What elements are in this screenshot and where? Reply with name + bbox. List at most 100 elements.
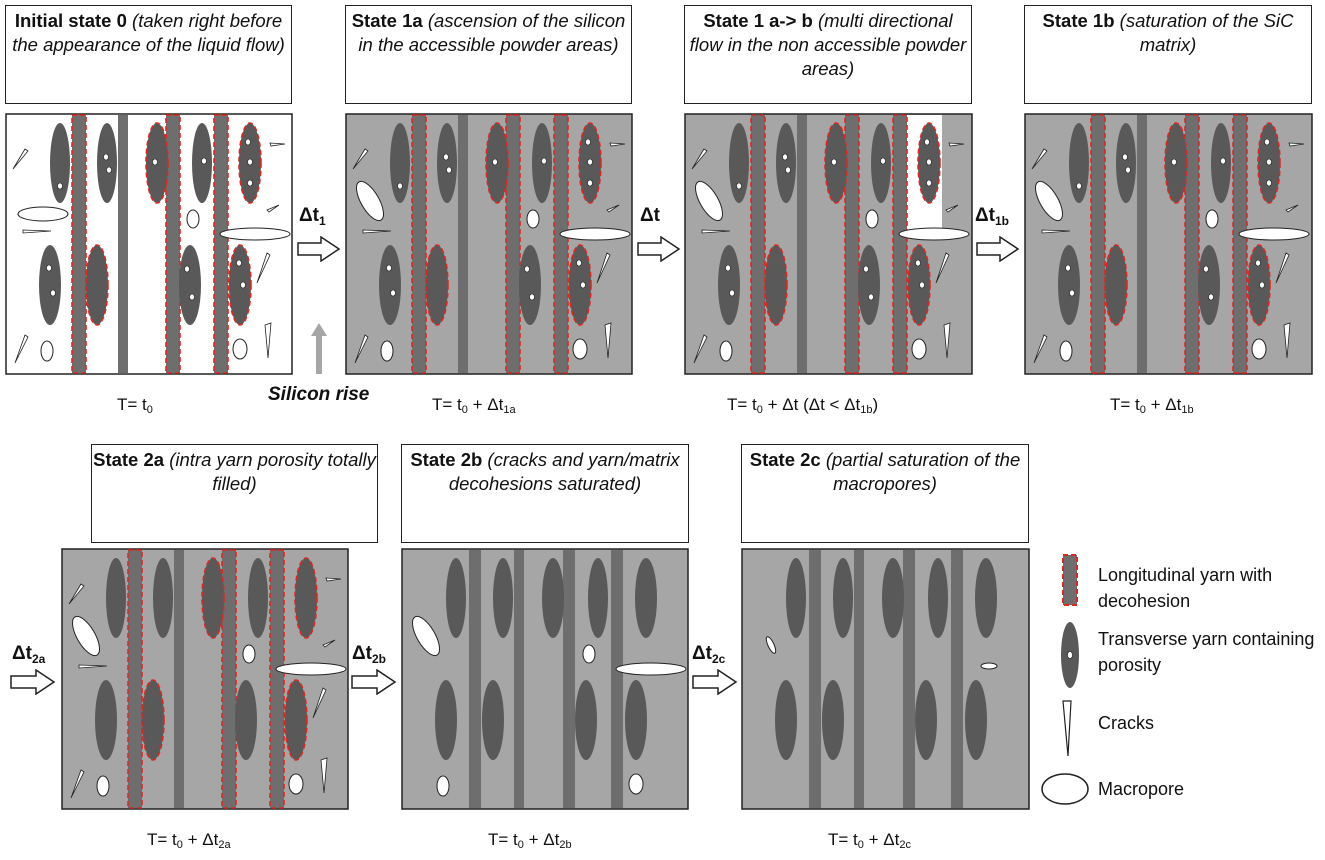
intra-yarn-pore	[236, 259, 242, 267]
transverse-yarn	[928, 558, 948, 638]
macropore	[980, 662, 998, 670]
crack	[945, 204, 959, 213]
right-arrow-icon	[10, 669, 56, 695]
transverse-yarn	[625, 680, 647, 760]
transverse-yarn	[718, 245, 740, 325]
crack	[256, 252, 271, 284]
macropore	[1205, 209, 1219, 229]
transverse-yarn	[85, 244, 109, 326]
arrow-label-dt1b: Δt1b	[975, 205, 1009, 228]
macropore	[40, 340, 54, 362]
intra-yarn-pore	[1076, 182, 1082, 190]
transverse-yarn	[965, 680, 987, 760]
transverse-yarn	[1247, 244, 1271, 326]
crack	[948, 142, 965, 147]
intra-yarn-pore	[926, 158, 932, 166]
legend-label-longitudinal: Longitudinal yarn with decohesion	[1098, 565, 1273, 611]
macropore	[1059, 340, 1073, 362]
longitudinal-yarn-decohesion	[1184, 114, 1200, 374]
intra-yarn-pore	[1122, 153, 1128, 161]
crack	[691, 148, 708, 170]
state-heading: State 2c	[749, 449, 821, 470]
macropore	[526, 209, 540, 229]
panel-state-1ab	[684, 113, 973, 375]
longitudinal-yarn-decohesion	[165, 114, 181, 374]
intra-yarn-pore	[103, 153, 109, 161]
transverse-yarn	[822, 680, 844, 760]
state-desc: (cracks and yarn/matrix decohesions satu…	[448, 449, 680, 494]
legend-label-cracks: Cracks	[1098, 713, 1155, 733]
crack-icon	[1062, 700, 1072, 757]
longitudinal-yarn-decohesion	[844, 114, 860, 374]
up-arrow-icon	[311, 323, 327, 374]
longitudinal-yarn	[563, 550, 575, 808]
intra-yarn-pore	[1264, 138, 1270, 146]
intra-yarn-pore	[1220, 157, 1226, 165]
longitudinal-yarn-decohesion	[1090, 114, 1106, 374]
longitudinal-yarn	[174, 550, 184, 808]
transverse-yarn	[729, 123, 749, 203]
intra-yarn-pore	[245, 138, 251, 146]
crack	[322, 639, 336, 648]
transverse-yarn	[858, 245, 880, 325]
intra-yarn-pore	[247, 158, 253, 166]
intra-yarn-pore	[240, 281, 246, 289]
intra-yarn-pore	[587, 158, 593, 166]
longitudinal-yarn	[118, 115, 128, 373]
intra-yarn-pore	[1255, 259, 1261, 267]
macropore	[1035, 180, 1063, 222]
transverse-yarn	[179, 245, 201, 325]
macropore	[911, 338, 927, 360]
state-desc: (intra yarn porosity totally filled)	[169, 449, 376, 494]
macropore	[96, 775, 110, 797]
transverse-yarn	[975, 558, 997, 638]
crack	[312, 687, 327, 719]
intra-yarn-pore	[386, 264, 392, 272]
intra-yarn-pore	[1259, 281, 1265, 289]
transverse-yarn	[437, 123, 457, 203]
intra-yarn-pore	[184, 265, 190, 273]
transverse-yarn	[1069, 123, 1089, 203]
crack	[362, 229, 392, 234]
state-title-1ab: State 1 a-> b (multi directional flow in…	[684, 5, 972, 104]
macropore	[765, 636, 777, 654]
longitudinal-yarn-decohesion	[1232, 114, 1248, 374]
transverse-yarn-icon	[1061, 622, 1079, 688]
state-heading: State 2a	[93, 449, 165, 470]
crack	[693, 334, 708, 364]
intra-yarn-pore	[529, 293, 535, 301]
crack	[1033, 334, 1048, 364]
intra-yarn-pore	[585, 138, 591, 146]
intra-yarn-pore	[201, 157, 207, 165]
macropore	[380, 340, 394, 362]
intra-yarn-pore	[446, 166, 452, 174]
arrow-label-dt2b: Δt2b	[352, 643, 386, 666]
transverse-yarn	[390, 123, 410, 203]
intra-yarn-pore	[524, 265, 530, 273]
panel-state-2c	[741, 548, 1030, 810]
intra-yarn-pore	[247, 179, 253, 187]
panel-state-1a	[345, 113, 633, 375]
longitudinal-yarn-decohesion	[892, 114, 908, 374]
longitudinal-yarn	[469, 550, 481, 808]
crack	[68, 583, 85, 605]
macropore	[559, 227, 631, 241]
time-label-2c: T= t0 + Δt2c	[828, 830, 911, 851]
right-arrow-icon	[351, 669, 397, 695]
intra-yarn-pore	[580, 281, 586, 289]
crack	[701, 229, 731, 234]
macropore-icon	[1041, 773, 1089, 805]
intra-yarn-pore	[57, 182, 63, 190]
intra-yarn-pore	[915, 259, 921, 267]
intra-yarn-pore	[541, 157, 547, 165]
crack	[1275, 252, 1290, 284]
macropore	[436, 775, 450, 797]
transverse-yarn	[201, 557, 225, 639]
intra-yarn-pore	[1208, 293, 1214, 301]
crack	[596, 252, 611, 284]
intra-yarn-pore	[152, 158, 158, 166]
panel-state-2a	[61, 548, 349, 810]
transverse-yarn	[542, 558, 564, 638]
transverse-yarn	[482, 680, 504, 760]
time-label-1ab: T= t0 + Δt (Δt < Δt1b)	[727, 395, 879, 416]
